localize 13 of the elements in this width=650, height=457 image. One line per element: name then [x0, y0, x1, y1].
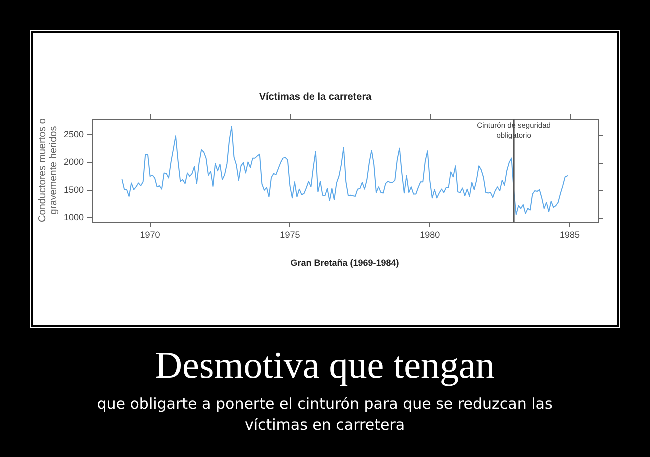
- y-tick-label: 1500: [64, 184, 84, 195]
- chart-title: Víctimas de la carretera: [259, 92, 372, 103]
- y-tick-label: 1000: [64, 212, 84, 223]
- y-tick-label: 2000: [64, 157, 84, 168]
- x-tick-label: 1980: [420, 230, 440, 240]
- y-tick-label: 2500: [64, 130, 84, 140]
- x-tick-label: 1970: [140, 230, 160, 240]
- x-tick-label: 1975: [280, 230, 300, 240]
- y-axis-title: Conductores muertos o gravemente heridos: [37, 118, 60, 222]
- text: que obligarte a ponerte el cinturón para que se reduzcan las víctimas en carretera: [96, 394, 554, 436]
- x-axis-title: Gran Bretaña (1969-1984): [290, 258, 400, 268]
- text: Desmotiva que tengan: [154, 344, 496, 389]
- x-tick-label: 1985: [560, 230, 580, 240]
